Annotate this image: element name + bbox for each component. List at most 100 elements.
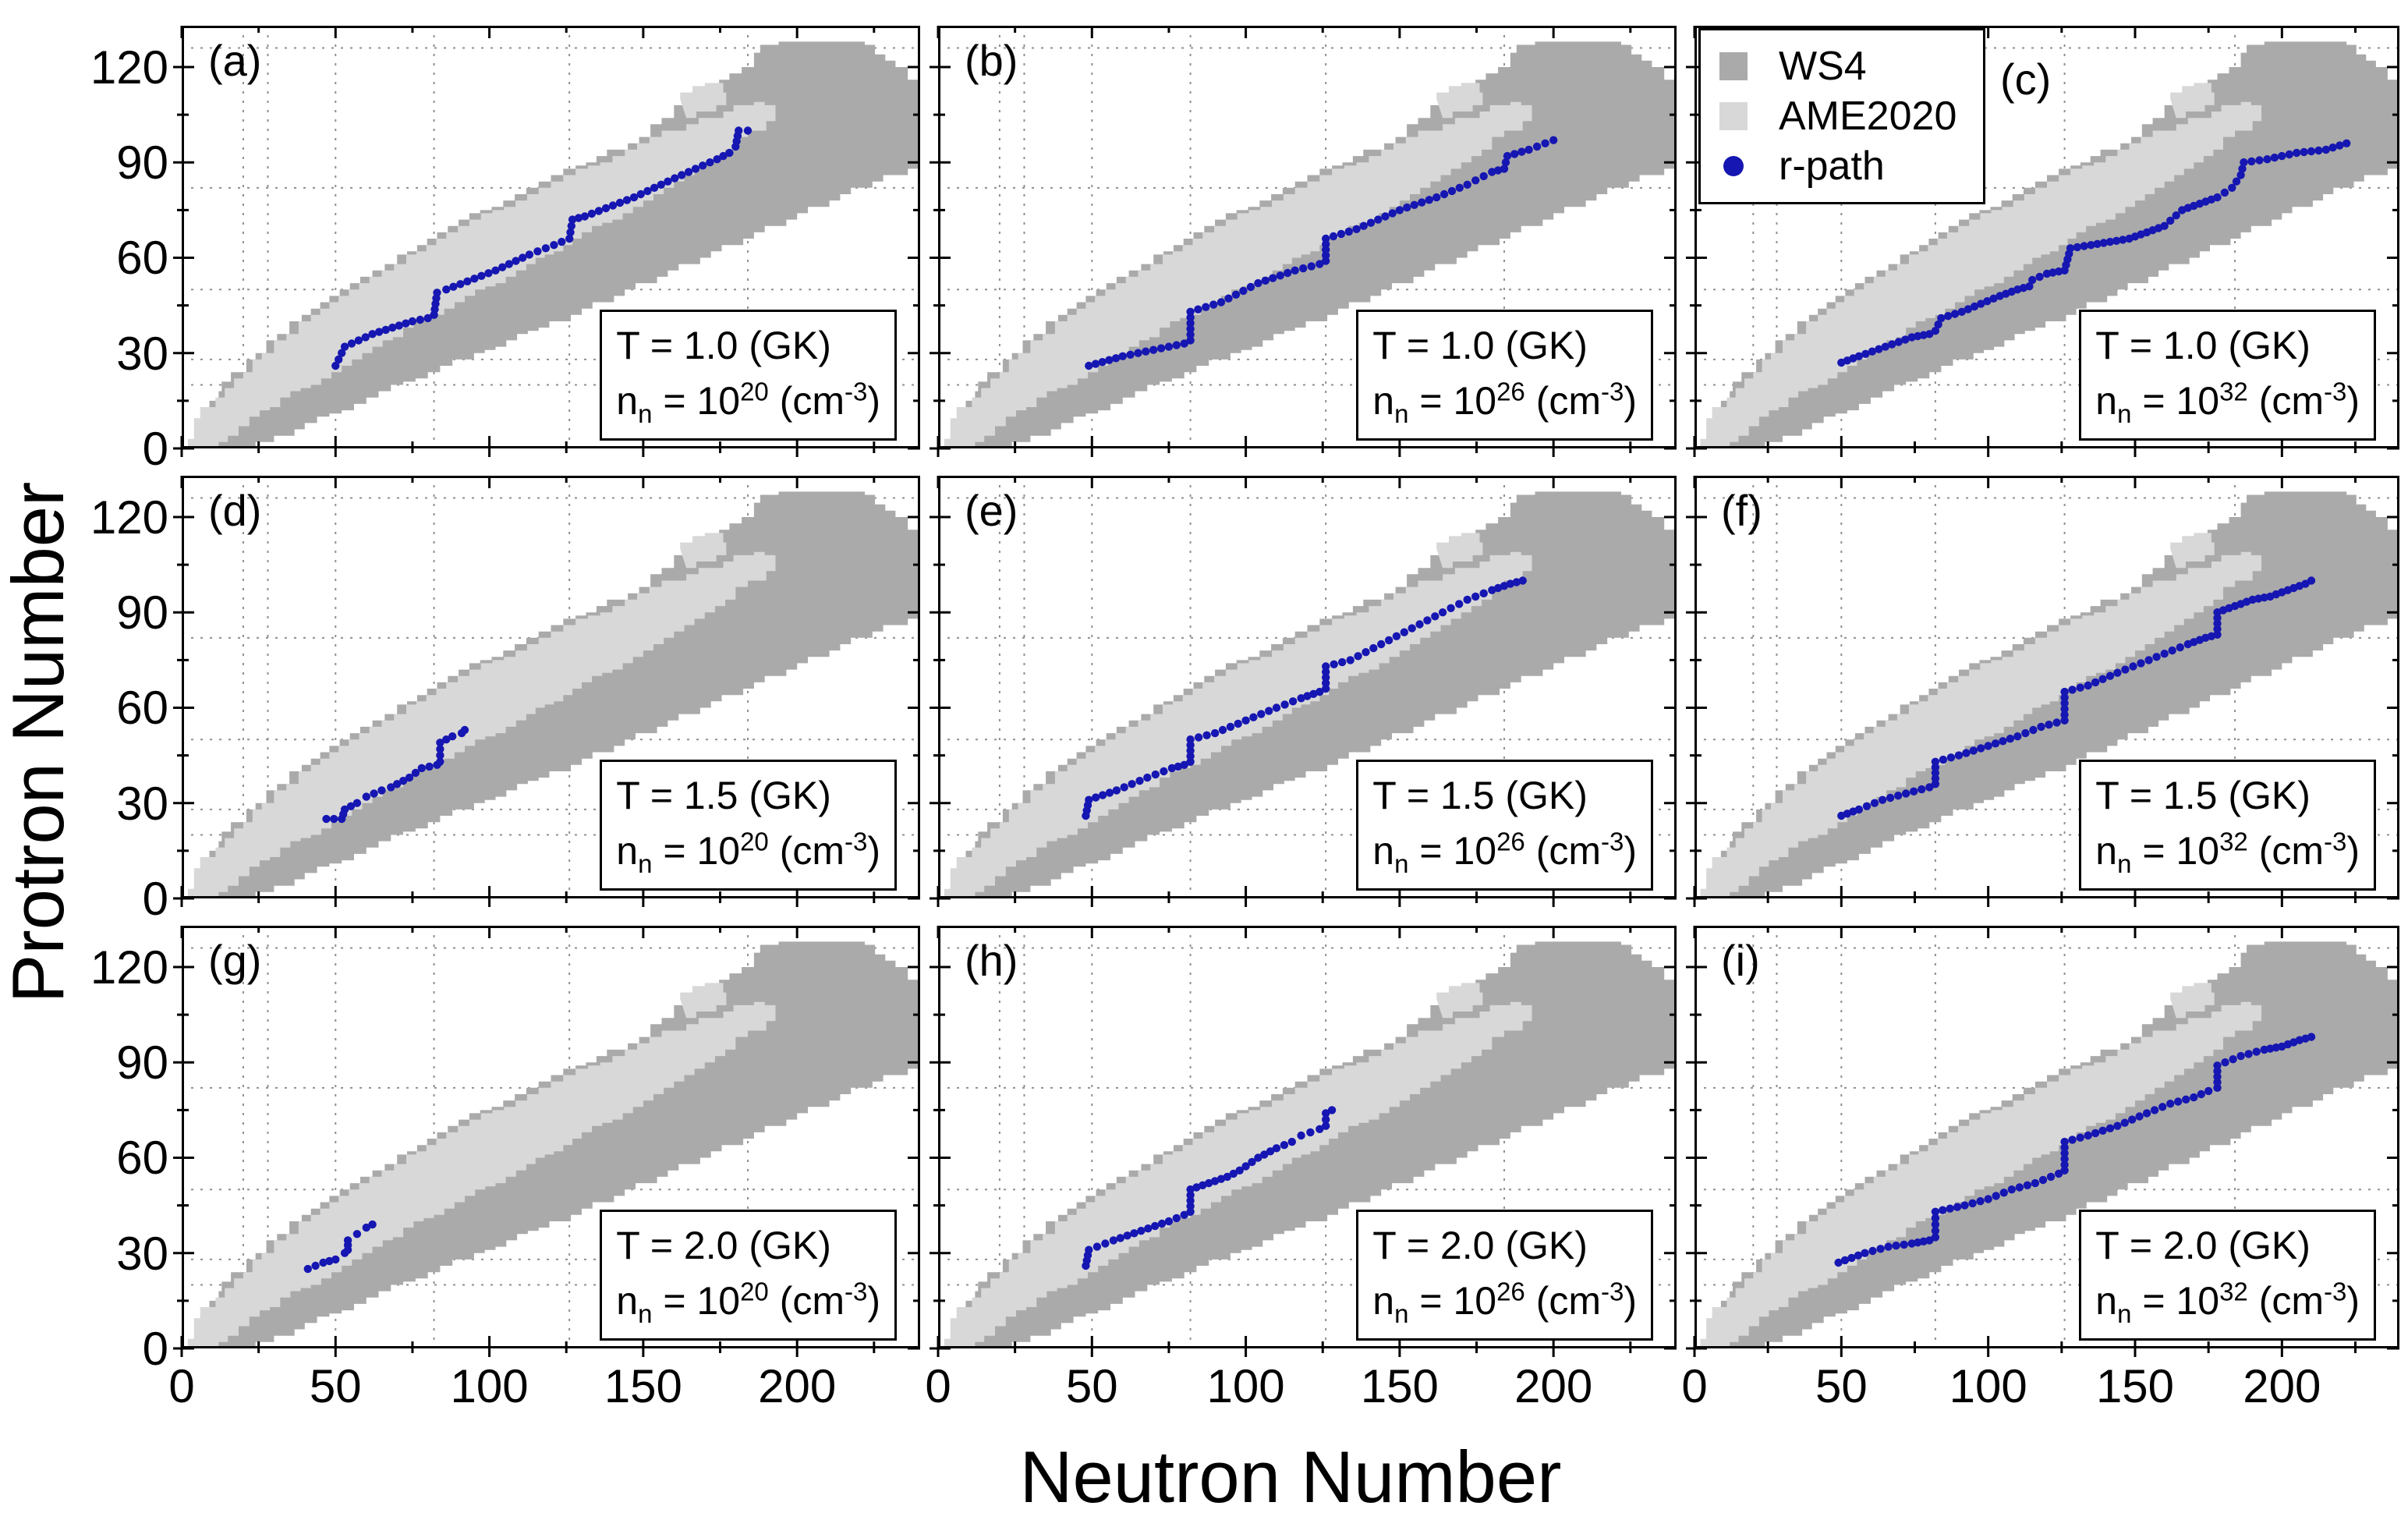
r-path-dot [1479,589,1488,597]
r-path-dot [1934,320,1942,329]
r-path-dot [2213,614,2222,622]
panel-d: (d) T = 1.5 (GK) nn = 1020 (cm-3) [173,476,921,907]
panel-a: (a) T = 1.0 (GK) nn = 1020 (cm-3) [173,26,921,457]
y-tick-label: 120 [90,491,168,544]
x-tick-label: 200 [2243,1360,2321,1412]
x-tick-label: 150 [1360,1360,1439,1412]
r-path-dot [2328,143,2337,152]
r-path-dot [1541,139,1549,147]
r-path-dot [436,751,444,760]
r-path-dot [2168,646,2176,655]
r-path-dot [2113,1121,2122,1130]
conditions-annotation: T = 1.0 (GK) nn = 1032 (cm-3) [2079,310,2376,441]
r-path-dot [1092,1242,1102,1251]
r-path-dot [1432,193,1441,202]
r-path-dot [1338,657,1347,667]
r-path-dot [470,275,479,283]
r-path-dot [2038,1175,2048,1185]
panel-label-e: (e) [965,486,1018,535]
r-path-dot [1229,1169,1238,1178]
r-path-dot [1501,158,1510,167]
r-path-dot [2158,1103,2167,1111]
r-path-dot [377,786,386,795]
r-path-dot [706,158,714,167]
r-path-dot [1381,212,1390,221]
r-path-dot [1151,1221,1160,1231]
conditions-annotation: T = 2.0 (GK) nn = 1020 (cm-3) [600,1210,897,1341]
r-path-dot [1235,1166,1244,1175]
r-path-dot [1984,1195,1992,1203]
panel-g: (g) T = 2.0 (GK) nn = 1020 (cm-3) [173,926,921,1357]
r-path-dot [2166,1100,2175,1108]
r-path-dot [1202,303,1210,311]
r-path-dot [463,277,472,285]
r-path-dot [436,745,444,753]
r-path-dot [1931,757,1940,766]
r-path-dot [2240,158,2248,167]
r-path-dot [1098,791,1107,799]
r-path-dot [735,126,743,135]
r-path-dot [2321,145,2330,154]
r-path-dot [1284,268,1292,278]
conditions-annotation: T = 1.0 (GK) nn = 1026 (cm-3) [1356,310,1653,441]
r-path-dot [1180,1210,1188,1219]
r-path-dot [340,805,349,814]
r-path-dot [2068,1136,2077,1144]
r-path-dot [1447,186,1457,196]
r-path-dot [1157,1219,1167,1228]
r-path-dot [1322,1109,1330,1118]
r-path-dot [1330,660,1338,668]
r-path-dot [1164,342,1174,351]
r-path-dot [460,725,469,735]
r-path-dot [425,762,434,771]
r-path-dot [498,263,507,271]
x-tick-label: 100 [450,1360,529,1412]
r-path-dot [322,814,331,824]
panel-label-g: (g) [208,936,262,985]
r-path-dot [1306,1128,1315,1137]
legend-label: AME2020 [1779,94,1957,139]
r-path-dot [1186,757,1195,766]
r-path-dot [1241,1162,1250,1171]
r-path-dot [1964,305,1973,314]
legend: WS4 AME2020 r-path [1698,28,1986,204]
r-path-dot [2093,239,2102,248]
r-path-dot [448,732,457,741]
r-path-dot [1939,1206,1947,1214]
r-path-dot [2028,275,2037,285]
r-path-dot [2013,732,2022,741]
r-path-dot [368,1220,377,1229]
r-path-dot [1329,232,1338,241]
r-path-dot [1408,624,1416,632]
r-path-dot [303,1264,312,1274]
temperature-line: T = 1.5 (GK) [1372,774,1588,817]
r-path-dot [311,1261,320,1270]
r-path-dot [1493,583,1503,593]
r-path-dot [505,260,513,268]
ame2020-region [944,101,1532,449]
r-path-dot [2037,722,2045,732]
ame2020-superheavy-island [680,83,727,119]
panel-i: (i) T = 2.0 (GK) nn = 1032 (cm-3) [1686,926,2399,1357]
y-tick-label: 90 [116,586,168,640]
y-tick-label: 30 [116,327,168,380]
r-path-dot [1957,307,1966,316]
r-path-dot [1362,648,1370,657]
r-path-dot [1186,741,1195,749]
r-path-dot [1254,278,1262,288]
r-path-dot [1931,1207,1940,1216]
r-path-dot [1322,1115,1330,1124]
r-path-dot [1269,274,1277,282]
r-path-dot [423,314,432,323]
r-path-dot [1246,282,1255,292]
r-path-dot [2152,653,2161,661]
nuclear-chart-i [1686,926,2399,1357]
r-path-dot [2080,242,2088,250]
r-path-dot [719,151,728,161]
y-tick-label: 90 [116,136,168,190]
r-path-dot [1854,352,1864,360]
r-path-dot [2113,668,2122,677]
r-path-dot [1112,786,1121,795]
legend-dot-icon [1723,156,1744,176]
r-path-dot [1327,1106,1337,1114]
